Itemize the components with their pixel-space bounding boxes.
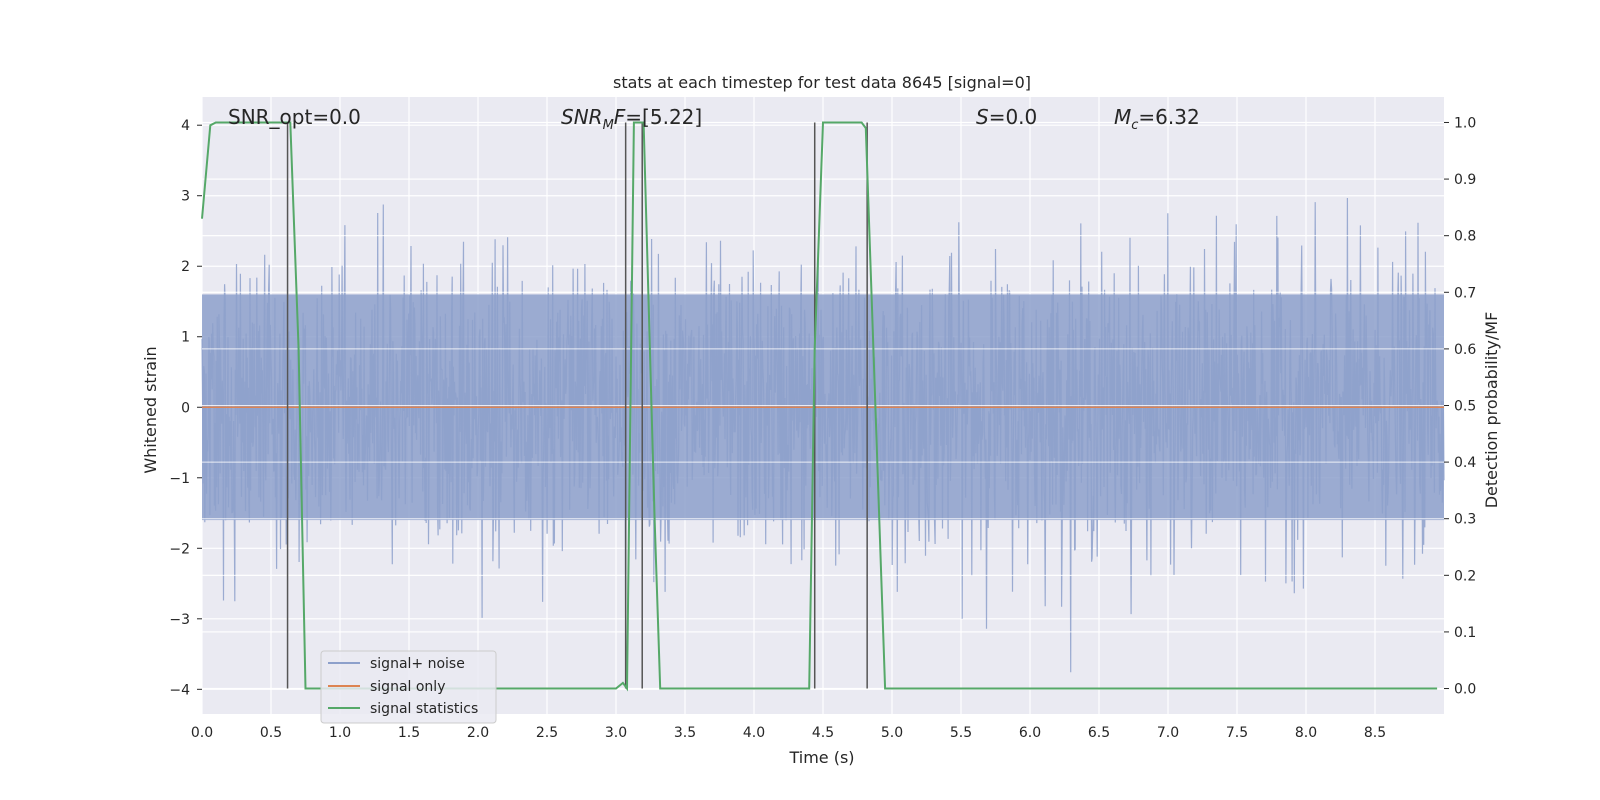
y2-tick-label-5: 0.5	[1454, 399, 1476, 415]
x-tick-label-14: 7.0	[1157, 725, 1179, 741]
y-tick-label-3: 1	[181, 330, 190, 346]
snr-mf-sub: M	[603, 118, 614, 133]
y2-tick-label-7: 0.3	[1454, 512, 1476, 528]
y2-tick-label-0: 1.0	[1454, 115, 1476, 131]
legend-label-signal-statistics: signal statistics	[370, 701, 478, 717]
snr-mf-label: SNR	[561, 105, 603, 129]
x-tick-label-6: 3.0	[605, 725, 627, 741]
y-tick-label-7: −3	[169, 612, 190, 628]
snr-mf-value: =[5.22]	[625, 105, 702, 129]
series-signal-statistics	[201, 121, 1438, 692]
y2-tick-label-1: 0.9	[1454, 172, 1476, 188]
x-tick-label-8: 4.0	[743, 725, 765, 741]
x-tick-label-10: 5.0	[881, 725, 903, 741]
y2-tick-label-3: 0.7	[1454, 285, 1476, 301]
x-tick-label-0: 0.0	[191, 725, 213, 741]
x-tick-label-9: 4.5	[812, 725, 834, 741]
y-tick-label-1: 3	[181, 189, 190, 205]
x-tick-label-7: 3.5	[674, 725, 696, 741]
x-tick-label-5: 2.5	[536, 725, 558, 741]
y-tick-label-6: −2	[169, 541, 190, 557]
x-tick-label-12: 6.0	[1019, 725, 1041, 741]
x-tick-label-15: 7.5	[1226, 725, 1248, 741]
y2-tick-label-10: 0.0	[1454, 682, 1476, 698]
y2-tick-label-4: 0.6	[1454, 342, 1476, 358]
y2-axis-label: Detection probability/MF	[1482, 312, 1501, 509]
x-tick-label-17: 8.5	[1364, 725, 1386, 741]
y-tick-label-2: 2	[181, 259, 190, 275]
x-tick-label-11: 5.5	[950, 725, 972, 741]
y-tick-label-0: 4	[181, 118, 190, 134]
annotation-snr-opt: SNR_opt=0.0	[228, 105, 361, 129]
x-axis-label: Time (s)	[788, 748, 854, 767]
legend-label-signal-only: signal only	[370, 679, 445, 695]
legend-label-signal-plus-noise: signal+ noise	[370, 656, 465, 672]
y2-tick-label-2: 0.8	[1454, 229, 1476, 245]
y2-tick-label-6: 0.4	[1454, 455, 1476, 471]
mc-sub: c	[1131, 118, 1138, 133]
y2-tick-label-8: 0.2	[1454, 568, 1476, 584]
x-tick-label-16: 8.0	[1295, 725, 1317, 741]
y2-tick-label-9: 0.1	[1454, 625, 1476, 641]
s-value: =0.0	[989, 105, 1038, 129]
snr-mf-f: F	[614, 105, 626, 129]
y-axis-label: Whitened strain	[141, 346, 160, 473]
s-label: S	[976, 105, 989, 129]
y-tick-label-5: −1	[169, 471, 190, 487]
x-tick-label-3: 1.5	[398, 725, 420, 741]
x-tick-label-2: 1.0	[329, 725, 351, 741]
annotation-mc: Mc=6.32	[1114, 105, 1200, 133]
y-axis-ticks: 4 3 2 1 0 −1 −2 −3 −4	[169, 118, 202, 698]
mc-value: =6.32	[1138, 105, 1199, 129]
x-tick-label-4: 2.0	[467, 725, 489, 741]
mc-label: M	[1114, 105, 1131, 129]
signal-statistics-line	[201, 121, 1438, 692]
legend-box	[320, 650, 497, 724]
annotation-snr-mf: SNRMF=[5.22]	[561, 105, 702, 133]
noise-line	[201, 197, 1445, 673]
y2-axis-ticks: 1.0 0.9 0.8 0.7 0.6 0.5 0.4 0.3 0.2 0.1 0.0	[1444, 115, 1476, 698]
y-tick-label-8: −4	[169, 682, 190, 698]
x-axis-ticks: 0.0 0.5 1.0 1.5 2.0 2.5 3.0 3.5 4.0 4.5 5.0 5.5 6.0 6…	[191, 725, 1386, 741]
legend: signal+ noise signal only signal statist…	[320, 650, 497, 724]
chart-title: stats at each timestep for test data 864…	[613, 73, 1031, 92]
x-tick-label-1: 0.5	[260, 725, 282, 741]
annotation-s: S=0.0	[976, 105, 1037, 129]
x-tick-label-13: 6.5	[1088, 725, 1110, 741]
y-tick-label-4: 0	[181, 400, 190, 416]
